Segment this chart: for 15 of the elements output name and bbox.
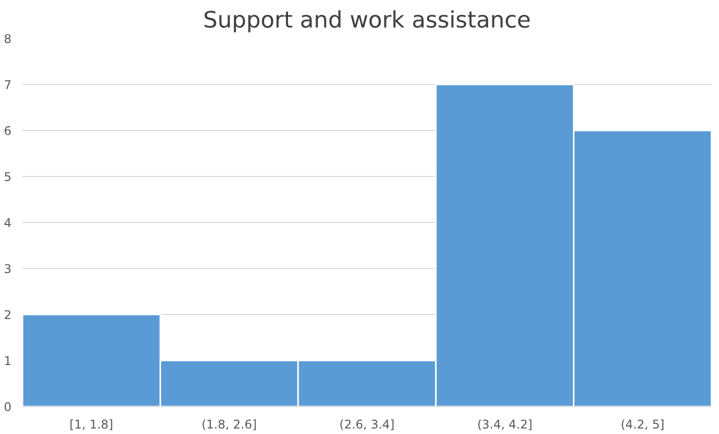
y-tick-label: 1 — [4, 354, 12, 368]
y-tick-label: 5 — [4, 170, 12, 184]
chart-title: Support and work assistance — [203, 8, 531, 34]
x-tick-label: (3.4, 4.2] — [477, 418, 532, 432]
y-tick-label: 7 — [4, 78, 12, 92]
x-tick-label: (4.2, 5] — [620, 418, 664, 432]
y-tick-label: 6 — [4, 124, 12, 138]
y-tick-label: 3 — [4, 262, 12, 276]
x-tick-label: [1, 1.8] — [70, 418, 114, 432]
y-tick-label: 2 — [4, 308, 12, 322]
y-tick-label: 4 — [4, 216, 12, 230]
y-tick-label: 0 — [4, 400, 12, 414]
y-tick-label: 8 — [4, 32, 12, 46]
x-tick-label: (1.8, 2.6] — [202, 418, 257, 432]
x-tick-label: (2.6, 3.4] — [339, 418, 395, 432]
